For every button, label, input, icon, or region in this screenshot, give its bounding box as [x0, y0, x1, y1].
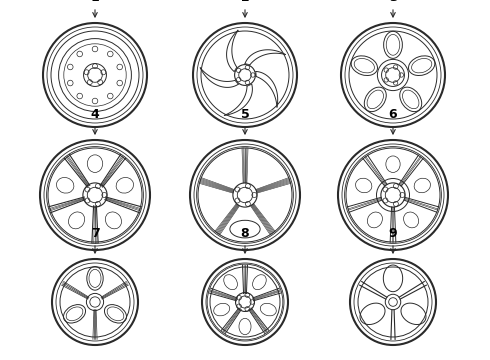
- Text: 2: 2: [241, 0, 249, 4]
- Text: 6: 6: [389, 108, 397, 121]
- Text: 7: 7: [91, 227, 99, 240]
- Text: 4: 4: [91, 108, 99, 121]
- Text: 8: 8: [241, 227, 249, 240]
- Text: 5: 5: [241, 108, 249, 121]
- Text: 1: 1: [91, 0, 99, 4]
- Text: 3: 3: [389, 0, 397, 4]
- Text: 9: 9: [389, 227, 397, 240]
